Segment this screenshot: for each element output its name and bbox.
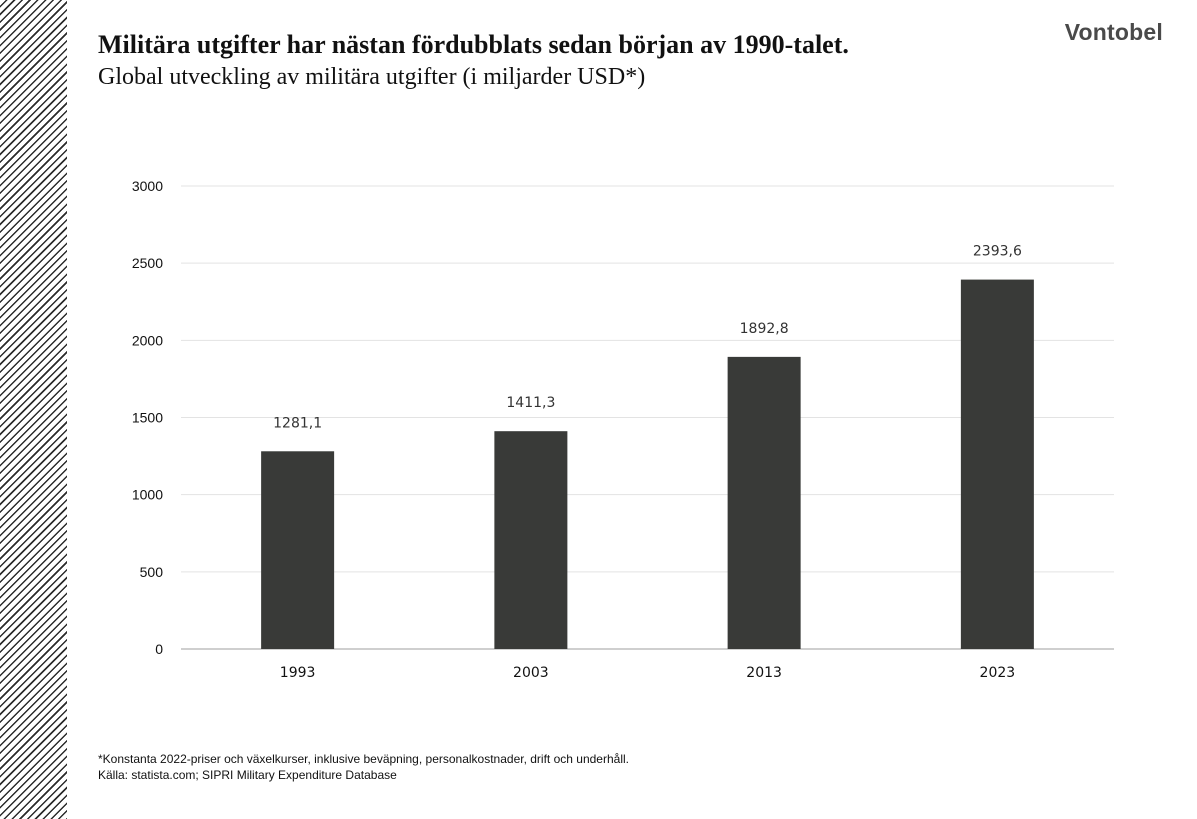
data-label: 1411,3 <box>506 395 555 411</box>
chart-subtitle: Global utveckling av militära utgifter (… <box>98 64 646 90</box>
data-label: 2393,6 <box>973 244 1022 260</box>
chart-title: Militära utgifter har nästan fördubblats… <box>98 30 849 59</box>
x-tick-label: 2003 <box>513 665 549 681</box>
x-tick-label: 2023 <box>980 665 1016 681</box>
y-tick-label: 1500 <box>132 410 163 426</box>
footnote-text: *Konstanta 2022-priser och växelkurser, … <box>98 752 629 766</box>
data-label: 1892,8 <box>740 321 789 337</box>
y-tick-label: 0 <box>155 641 163 657</box>
bar <box>261 451 335 649</box>
footnote: *Konstanta 2022-priser och växelkurser, … <box>98 751 629 783</box>
y-tick-label: 1000 <box>132 487 163 503</box>
vontobel-logo: Vontobel <box>1064 19 1163 45</box>
y-tick-label: 2500 <box>132 255 163 271</box>
bar <box>494 431 568 649</box>
decorative-stripe-band <box>0 0 67 819</box>
y-tick-label: 500 <box>140 564 164 580</box>
y-tick-label: 3000 <box>132 178 163 194</box>
bar <box>960 279 1034 649</box>
x-tick-label: 1993 <box>280 665 316 681</box>
x-tick-label: 2013 <box>746 665 782 681</box>
data-label: 1281,1 <box>273 415 322 431</box>
source-text: Källa: statista.com; SIPRI Military Expe… <box>98 768 397 782</box>
y-tick-label: 2000 <box>132 332 163 348</box>
bar <box>727 356 801 649</box>
